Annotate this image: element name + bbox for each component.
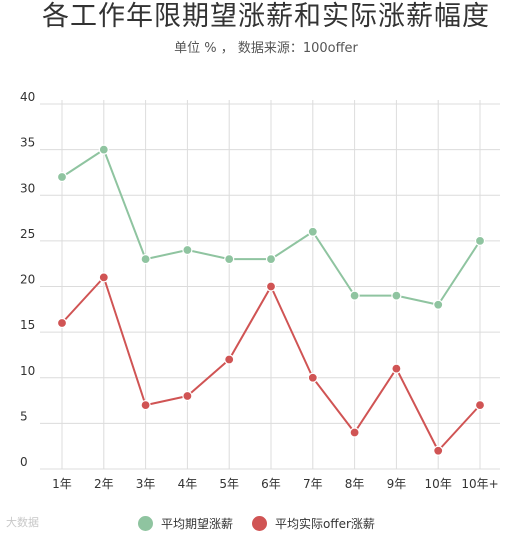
watermark-logo: 大数据	[6, 516, 39, 529]
series-lines	[56, 144, 486, 456]
x-tick-label: 5年	[219, 477, 239, 491]
data-point[interactable]	[474, 400, 486, 411]
legend-label-actual: 平均实际offer涨薪	[275, 516, 375, 531]
x-axis-ticks: 1年 2年 3年 4年 5年 6年 7年 8年 9年 10年 10年+	[52, 477, 498, 491]
data-point[interactable]	[98, 144, 109, 155]
x-tick-label: 10年+	[461, 477, 498, 491]
data-point[interactable]	[474, 235, 486, 246]
y-tick-label: 0	[20, 455, 28, 469]
data-point[interactable]	[140, 254, 151, 265]
x-tick-label: 7年	[303, 477, 323, 491]
x-tick-label: 3年	[136, 477, 156, 491]
legend-item-expected[interactable]: 平均期望涨薪	[138, 512, 233, 534]
data-point[interactable]	[391, 290, 402, 301]
line-chart: 0 5 10 15 20 25 30 35 40 1年 2年 3年 4年 5年 6年 7年 8年 9年 10年 10…	[20, 90, 500, 491]
series-1	[56, 272, 486, 456]
data-point[interactable]	[182, 390, 193, 402]
y-tick-label: 25	[20, 227, 35, 241]
data-point[interactable]	[433, 445, 444, 456]
data-point[interactable]	[349, 290, 360, 301]
legend: 平均期望涨薪 平均实际offer涨薪	[0, 512, 532, 534]
y-tick-label: 15	[20, 318, 35, 332]
data-point[interactable]	[265, 281, 277, 292]
data-point[interactable]	[56, 317, 68, 329]
y-tick-label: 40	[20, 90, 35, 104]
data-point[interactable]	[349, 427, 360, 438]
legend-label-expected: 平均期望涨薪	[161, 516, 234, 531]
data-point[interactable]	[56, 171, 68, 183]
legend-swatch-actual	[252, 515, 267, 531]
data-point[interactable]	[140, 400, 151, 411]
data-point[interactable]	[224, 254, 235, 265]
data-point[interactable]	[265, 254, 277, 265]
y-axis-ticks: 0 5 10 15 20 25 30 35 40	[20, 90, 35, 469]
x-tick-label: 1年	[52, 477, 72, 491]
data-point[interactable]	[307, 372, 318, 383]
y-tick-label: 30	[20, 181, 35, 195]
y-tick-label: 5	[20, 409, 28, 423]
legend-item-actual[interactable]: 平均实际offer涨薪	[252, 512, 375, 534]
data-point[interactable]	[224, 354, 235, 365]
y-tick-label: 35	[20, 136, 35, 150]
data-point[interactable]	[433, 299, 444, 310]
chart-title: 各工作年限期望涨薪和实际涨薪幅度	[42, 1, 490, 32]
data-point[interactable]	[98, 272, 109, 283]
x-tick-label: 6年	[261, 477, 281, 491]
y-tick-label: 10	[20, 364, 35, 378]
legend-swatch-expected	[138, 515, 153, 531]
chart-subtitle: 单位 % ， 数据来源：100offer	[174, 41, 358, 56]
data-point[interactable]	[391, 363, 402, 374]
x-tick-label: 8年	[345, 477, 365, 491]
data-point[interactable]	[182, 244, 193, 256]
y-tick-label: 20	[20, 273, 35, 287]
series-0	[56, 144, 486, 310]
x-tick-label: 9年	[387, 477, 407, 491]
x-tick-label: 2年	[94, 477, 114, 491]
data-point[interactable]	[307, 226, 318, 237]
x-tick-label: 10年	[425, 477, 452, 491]
x-tick-label: 4年	[178, 477, 198, 491]
